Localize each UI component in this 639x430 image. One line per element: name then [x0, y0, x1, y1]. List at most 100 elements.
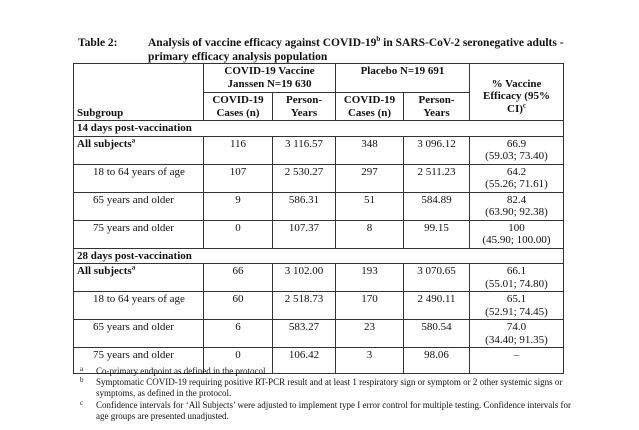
vaccine-person-years-cell: 2 518.73: [272, 291, 336, 320]
vaccine-person-years-cell: 586.31: [272, 191, 336, 221]
efficacy-value: 74.0: [506, 321, 527, 333]
placebo-cases-cell: 348: [335, 135, 404, 165]
footnote-mark: c: [80, 398, 84, 407]
subgroup-cell: All subjectsa: [73, 263, 204, 292]
placebo-cases-cell: 51: [335, 191, 404, 221]
vaccine-person-years-cell: 583.27: [272, 319, 336, 348]
efficacy-cell: 100 (45.90; 100.00): [469, 219, 564, 249]
efficacy-value: 66.9: [506, 137, 527, 150]
header-vaccine-person-years: Person-Years: [272, 92, 336, 121]
header-efficacy-mark: c: [522, 101, 526, 110]
confidence-interval: (55.01; 74.80): [485, 277, 548, 290]
subgroup-cell: All subjectsa: [73, 135, 204, 165]
footnotes: a Co-primary endpoint as defined in the p…: [80, 365, 580, 422]
table-label: Table 2:: [78, 37, 118, 49]
placebo-cases-cell: 170: [335, 291, 404, 320]
vaccine-person-years-cell: 3 102.00: [272, 263, 336, 292]
table-title: Analysis of vaccine efficacy against COV…: [148, 36, 568, 64]
efficacy-cell: 66.9 (59.03; 73.40): [469, 135, 564, 165]
efficacy-cell: 64.2 (55.26; 71.61): [469, 163, 564, 193]
vaccine-cases-cell: 0: [203, 219, 273, 249]
table-row: 65 years and older 6 583.27 23 580.54 74.0 (34…: [73, 319, 564, 348]
header-efficacy-text: % Vaccine Efficacy (95% CI): [483, 77, 550, 115]
efficacy-cell: 74.0 (34.40; 91.35): [469, 319, 564, 348]
confidence-interval: (59.03; 73.40): [485, 150, 548, 162]
subgroup-cell: 18 to 64 years of age: [73, 163, 204, 193]
table-row: All subjectsa 66 3 102.00 193 3 070.65 66.1 (5…: [73, 263, 564, 292]
table-row: All subjectsa 116 3 116.57 348 3 096.12 66.9(…: [73, 135, 564, 165]
efficacy-value: 100: [508, 221, 525, 234]
footnote-c: c Confidence intervals for ‘All Subjects’…: [80, 398, 580, 422]
header-subgroup: Subgroup: [73, 92, 204, 121]
placebo-cases-cell: 3: [335, 347, 404, 374]
vaccine-cases-cell: 60: [203, 291, 273, 320]
placebo-cases-cell: 193: [335, 263, 404, 292]
confidence-interval: (63.90; 92.38): [485, 206, 548, 218]
efficacy-value: 66.1: [506, 265, 527, 277]
efficacy-value: 64.2: [506, 165, 527, 178]
subgroup-cell: 18 to 64 years of age: [73, 291, 204, 320]
header-efficacy: % Vaccine Efficacy (95% CI)c: [469, 63, 564, 121]
confidence-interval: (45.90; 100.00): [482, 234, 551, 246]
header-placebo-cases: COVID-19 Cases (n): [335, 92, 404, 121]
vaccine-cases-cell: 116: [203, 135, 273, 165]
vaccine-cases-cell: 6: [203, 319, 273, 348]
section-title: 28 days post-vaccination: [73, 247, 564, 264]
subgroup-cell: 65 years and older: [73, 319, 204, 348]
footnote-text: Symptomatic COVID-19 requiring positive …: [96, 377, 563, 399]
footnote-mark: a: [131, 135, 136, 144]
placebo-cases-cell: 8: [335, 219, 404, 249]
confidence-interval: (34.40; 91.35): [485, 333, 548, 346]
efficacy-cell: 66.1 (55.01; 74.80): [469, 263, 564, 292]
header-vaccine-group: COVID-19 Vaccine Janssen N=19 630: [203, 63, 336, 93]
placebo-cases-cell: 297: [335, 163, 404, 193]
efficacy-value: 82.4: [506, 193, 527, 206]
table-row: 65 years and older 9 586.31 51 584.89 82.4 (63…: [73, 191, 564, 221]
header-placebo-group: Placebo N=19 691: [335, 63, 470, 93]
placebo-person-years-cell: 584.89: [403, 191, 470, 221]
placebo-person-years-cell: 3 096.12: [403, 135, 470, 165]
footnote-a: a Co-primary endpoint as defined in the p…: [80, 365, 580, 377]
subgroup-label: All subjects: [77, 265, 132, 277]
footnote-mark: b: [80, 376, 84, 385]
table-row: 75 years and older 0 107.37 8 99.15 100 (45.90…: [73, 219, 564, 249]
section-row: 14 days post-vaccination: [73, 120, 564, 137]
title-footnote-mark: b: [376, 35, 381, 44]
efficacy-cell: 65.1 (52.91; 74.45): [469, 291, 564, 320]
vaccine-person-years-cell: 3 116.57: [272, 135, 336, 165]
efficacy-value: 65.1: [506, 293, 527, 305]
confidence-interval: (55.26; 71.61): [485, 178, 548, 190]
subgroup-cell: 75 years and older: [73, 347, 204, 374]
vaccine-cases-cell: 9: [203, 191, 273, 221]
table-row: 18 to 64 years of age 107 2 530.27 297 2 511…: [73, 163, 564, 193]
table-row: 75 years and older 0 106.42 3 98.06–: [73, 347, 564, 374]
footnote-text: Co-primary endpoint as defined in the pr…: [96, 366, 268, 376]
efficacy-value: –: [513, 349, 520, 361]
placebo-person-years-cell: 2 490.11: [403, 291, 470, 320]
section-row: 28 days post-vaccination: [73, 247, 564, 264]
title-text: Analysis of vaccine efficacy against COV…: [148, 37, 377, 49]
subgroup-cell: 65 years and older: [73, 191, 204, 221]
footnote-b: b Symptomatic COVID-19 requiring positive…: [80, 376, 580, 399]
vaccine-person-years-cell: 107.37: [272, 219, 336, 249]
efficacy-cell: 82.4 (63.90; 92.38): [469, 191, 564, 221]
section-title: 14 days post-vaccination: [73, 120, 564, 137]
efficacy-cell: –: [469, 347, 564, 374]
placebo-person-years-cell: 580.54: [403, 319, 470, 348]
efficacy-table: COVID-19 Vaccine Janssen N=19 630 Placeb…: [73, 63, 564, 374]
vaccine-cases-cell: 66: [203, 263, 273, 292]
confidence-interval: (52.91; 74.45): [485, 305, 548, 318]
header-blank: [73, 63, 204, 93]
footnote-mark: a: [131, 263, 136, 272]
footnote-mark: a: [80, 365, 84, 373]
subgroup-cell: 75 years and older: [73, 219, 204, 249]
header-placebo-person-years: Person-Years: [403, 92, 470, 121]
title-text-2: in SARS-CoV-2 seronegative adults - prim…: [148, 37, 564, 63]
placebo-person-years-cell: 3 070.65: [403, 263, 470, 292]
table-row: 18 to 64 years of age 60 2 518.73 170 2 490.…: [73, 291, 564, 320]
footnote-text: Confidence intervals for ‘All Subjects’ …: [96, 399, 571, 421]
vaccine-cases-cell: 107: [203, 163, 273, 193]
placebo-person-years-cell: 2 511.23: [403, 163, 470, 193]
subgroup-label: All subjects: [77, 137, 132, 150]
vaccine-person-years-cell: 2 530.27: [272, 163, 336, 193]
